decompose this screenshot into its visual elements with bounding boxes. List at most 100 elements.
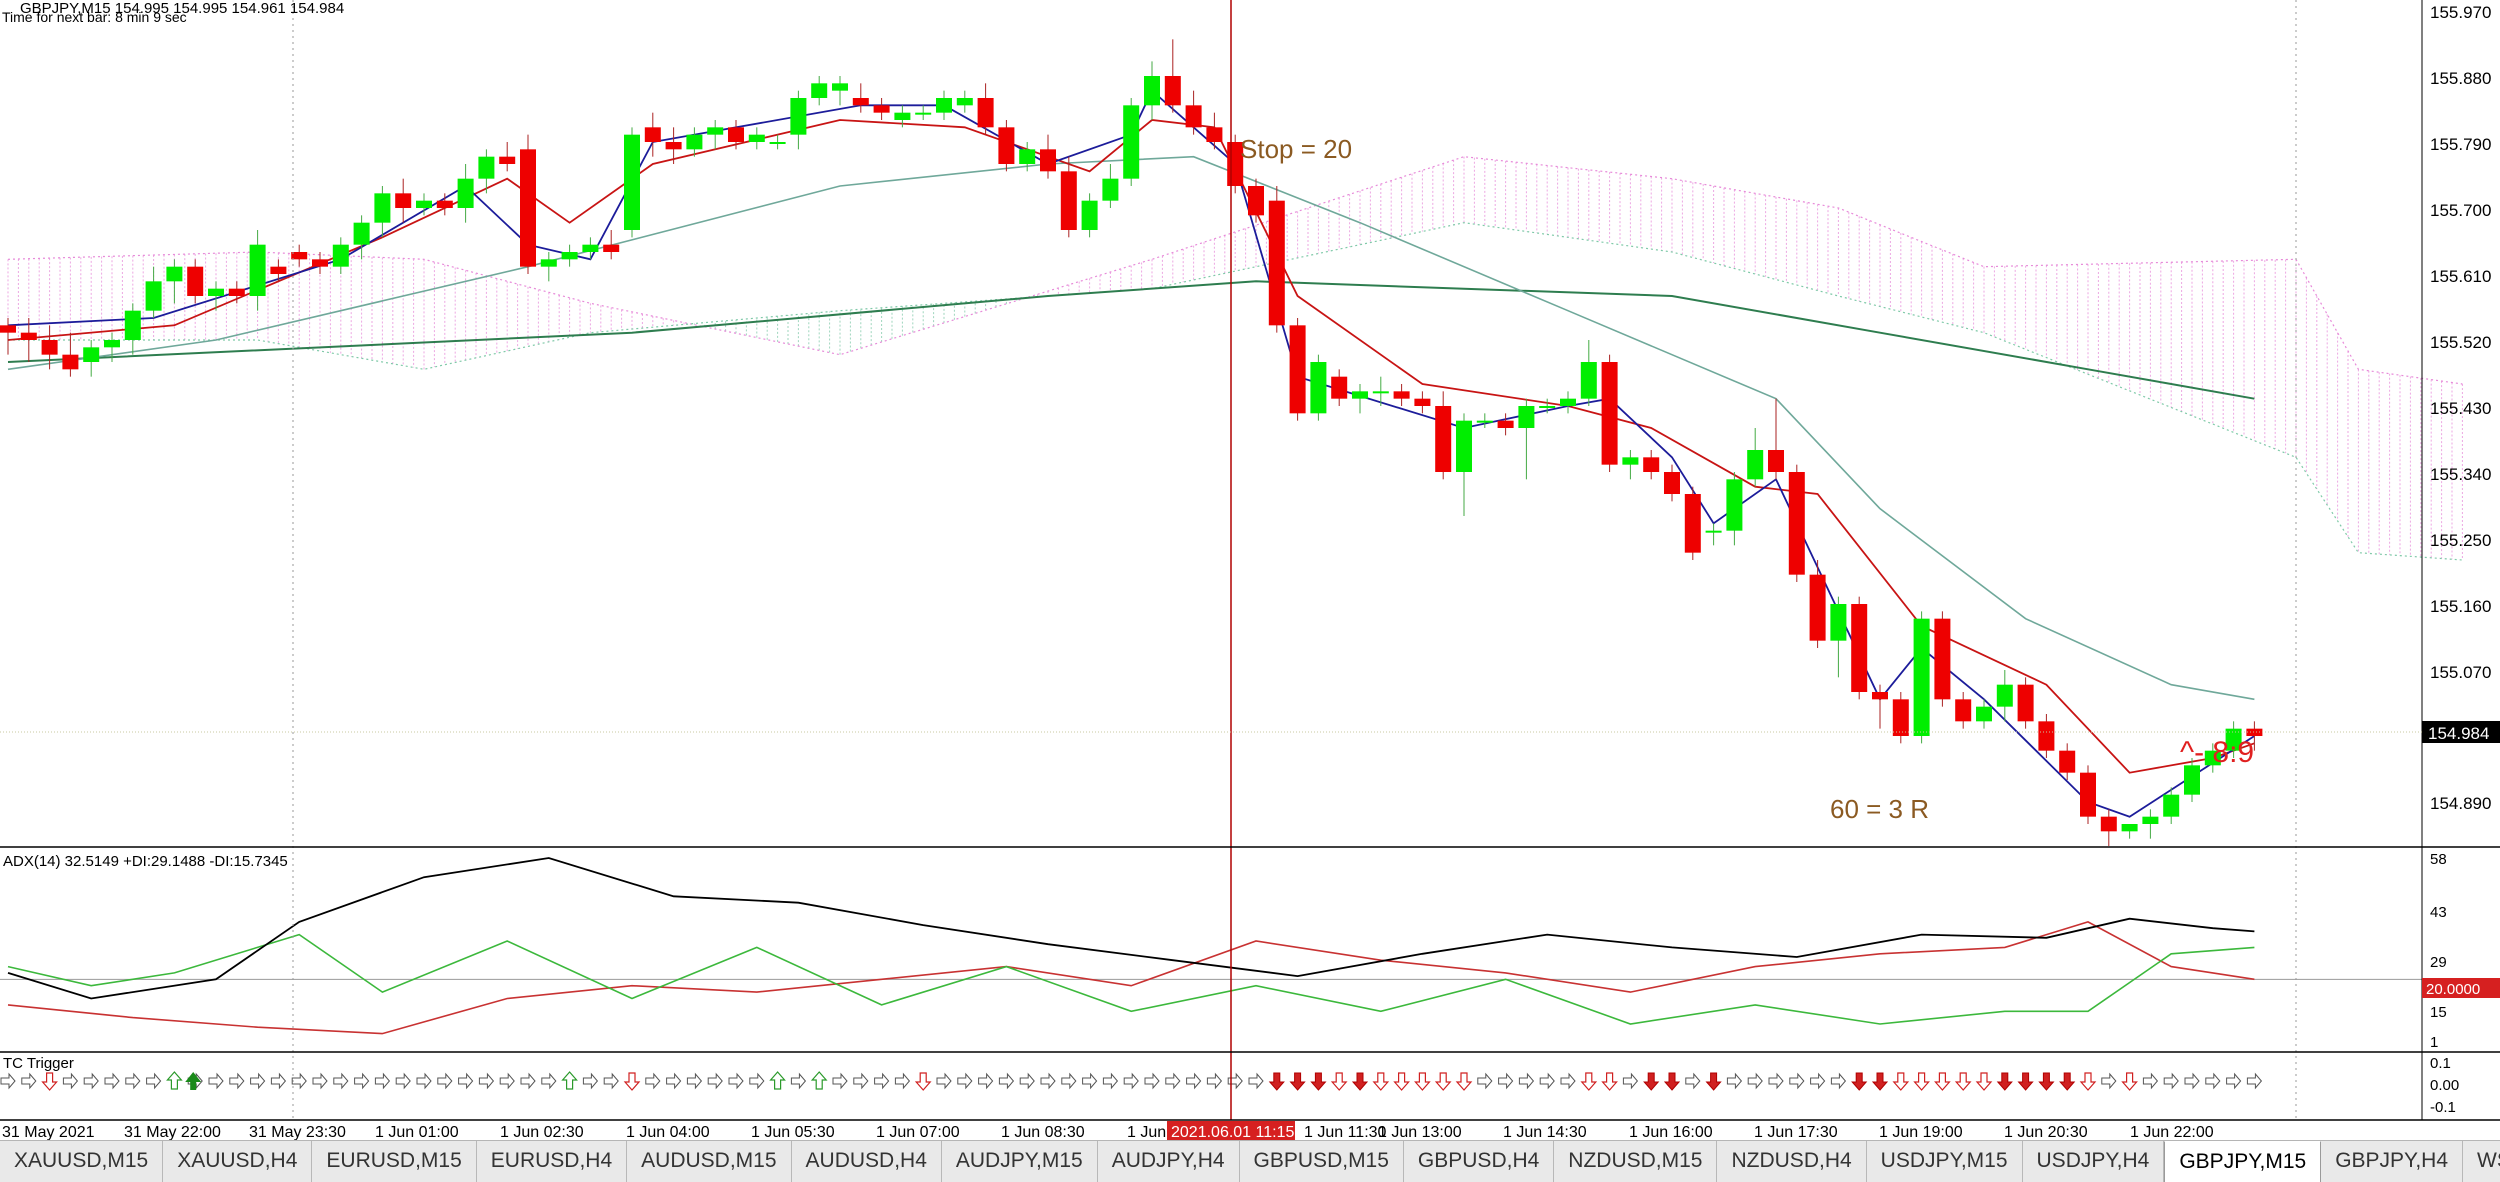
tc-down-arrow	[1892, 1072, 1910, 1091]
candle-bull	[353, 222, 370, 245]
candle-bear	[499, 156, 516, 164]
tab-eurusd-h4[interactable]: EURUSD,H4	[477, 1141, 628, 1182]
candle-bull	[1976, 706, 1992, 722]
tab-audusd-m15[interactable]: AUDUSD,M15	[627, 1141, 792, 1182]
tc-neutral-arrow	[749, 1072, 765, 1090]
tc-down-arrow	[1975, 1072, 1993, 1091]
tab-gbpusd-h4[interactable]: GBPUSD,H4	[1404, 1141, 1555, 1182]
candle-bull	[332, 244, 349, 267]
symbol-tab-bar: XAUUSD,M15 XAUUSD,H4 EURUSD,M15 EURUSD,H…	[0, 1140, 2500, 1182]
symbol-info-text: GBPJPY,M15 154.995 154.995 154.961 154.9…	[20, 0, 344, 17]
tab-nzdusd-m15[interactable]: NZDUSD,M15	[1554, 1141, 1718, 1182]
candle-bear	[1206, 127, 1223, 142]
candle-bull	[1996, 684, 2013, 707]
time-label: 1 Jun 07:00	[876, 1124, 960, 1140]
candle-bull	[769, 142, 786, 144]
price-label: 155.340	[2430, 465, 2491, 484]
tc-scale-label: 0.1	[2430, 1055, 2451, 1072]
tc-up-arrow	[810, 1071, 828, 1090]
tab-ws30-h4[interactable]: WS30,H4	[2463, 1141, 2500, 1182]
tc-down-arrow	[1393, 1072, 1410, 1091]
tab-gbpjpy-m15[interactable]: GBPJPY,M15	[2164, 1141, 2322, 1182]
tc-neutral-arrow	[229, 1072, 245, 1090]
candle-bear	[228, 288, 245, 296]
tc-neutral-arrow	[1560, 1072, 1576, 1090]
adx-scale-label: 1	[2430, 1034, 2438, 1051]
candle-bull	[1372, 391, 1389, 394]
tab-usdjpy-h4[interactable]: USDJPY,H4	[2023, 1141, 2165, 1182]
tc-neutral-arrow	[1165, 1072, 1181, 1090]
tc-neutral-arrow	[1248, 1072, 1264, 1090]
tc-neutral-arrow	[146, 1072, 162, 1090]
tc-neutral-arrow	[1019, 1072, 1035, 1090]
tc-neutral-arrow	[707, 1072, 723, 1090]
tc-down-arrow	[1372, 1072, 1390, 1091]
candle-bull	[457, 178, 474, 208]
tc-neutral-arrow	[853, 1072, 869, 1090]
candle-bear	[728, 127, 744, 142]
tc-neutral-arrow	[957, 1072, 973, 1090]
tc-neutral-arrow	[1102, 1072, 1119, 1090]
chart-canvas[interactable]: GBPJPY,M15 154.995 154.995 154.961 154.9…	[0, 0, 2500, 1140]
time-label: 1 Jun 01:00	[375, 1124, 459, 1140]
adx-panel-title: ADX(14) 32.5149 +DI:29.1488 -DI:15.7345	[3, 853, 288, 870]
tc-strong-down-arrow	[1310, 1072, 1327, 1091]
price-label: 154.890	[2430, 794, 2491, 813]
adx-scale-label: 15	[2430, 1004, 2447, 1021]
tab-gbpusd-m15[interactable]: GBPUSD,M15	[1240, 1141, 1404, 1182]
candle-bear	[1040, 149, 1056, 172]
candle-bull	[1310, 362, 1327, 414]
tc-neutral-arrow	[1498, 1072, 1514, 1090]
candle-bear	[2246, 728, 2263, 736]
candle-bear	[977, 98, 994, 128]
tc-neutral-arrow	[1144, 1072, 1160, 1090]
time-label: 1 Jun	[1127, 1124, 1166, 1140]
candle-bear	[1768, 450, 1784, 472]
tab-usdjpy-m15[interactable]: USDJPY,M15	[1867, 1141, 2023, 1182]
candle-bear	[1268, 200, 1285, 326]
tc-up-arrow	[769, 1071, 786, 1090]
tc-neutral-arrow	[354, 1072, 370, 1090]
candle-bull	[1456, 420, 1472, 472]
adx-line	[7, 857, 2255, 1000]
candle-bear	[41, 340, 58, 355]
tc-neutral-arrow	[582, 1072, 599, 1090]
tc-strong-down-arrow	[1268, 1072, 1285, 1091]
tab-nzdusd-h4[interactable]: NZDUSD,H4	[1717, 1141, 1867, 1182]
tab-gbpjpy-h4[interactable]: GBPJPY,H4	[2321, 1141, 2464, 1182]
tc-down-arrow	[1601, 1072, 1618, 1091]
tc-neutral-arrow	[125, 1072, 141, 1090]
tc-neutral-arrow	[874, 1072, 890, 1090]
tc-neutral-arrow	[21, 1072, 37, 1090]
tc-up-arrow	[166, 1071, 183, 1090]
candle-bear	[1601, 362, 1618, 465]
chart-background	[0, 0, 2500, 1140]
candle-bear	[1955, 699, 1972, 722]
candle-bull	[1580, 362, 1597, 399]
target-annotation: 60 = 3 R	[1830, 794, 1929, 824]
tc-strong-down-arrow	[2059, 1072, 2076, 1091]
tc-neutral-arrow	[208, 1072, 224, 1090]
tab-xauusd-h4[interactable]: XAUUSD,H4	[163, 1141, 313, 1182]
candle-bear	[1164, 76, 1181, 106]
candle-bear	[395, 193, 412, 208]
candle-bear	[1060, 171, 1077, 230]
tc-neutral-arrow	[1518, 1072, 1535, 1090]
tc-neutral-arrow	[1830, 1072, 1847, 1090]
cloud-span-b	[8, 222, 2463, 561]
candle-bull	[249, 244, 266, 296]
tc-neutral-arrow	[1227, 1072, 1243, 1090]
candle-bear	[998, 127, 1015, 164]
tab-xauusd-m15[interactable]: XAUUSD,M15	[0, 1141, 164, 1182]
adx-scale-label: 43	[2430, 904, 2447, 921]
crosshair-time-label: 2021.06.01 11:15	[1171, 1124, 1294, 1140]
tab-audjpy-h4[interactable]: AUDJPY,H4	[1098, 1141, 1240, 1182]
tab-eurusd-m15[interactable]: EURUSD,M15	[312, 1141, 477, 1182]
tab-audusd-h4[interactable]: AUDUSD,H4	[792, 1141, 942, 1182]
tab-audjpy-m15[interactable]: AUDJPY,M15	[942, 1141, 1098, 1182]
tc-neutral-arrow	[2205, 1072, 2221, 1090]
time-axis: 31 May 2021 31 May 22:00 31 May 23:30 1 …	[2, 1121, 2214, 1140]
tc-neutral-arrow	[1061, 1072, 1077, 1090]
tc-neutral-arrow	[2246, 1072, 2263, 1090]
ema-long-line	[7, 280, 2255, 400]
